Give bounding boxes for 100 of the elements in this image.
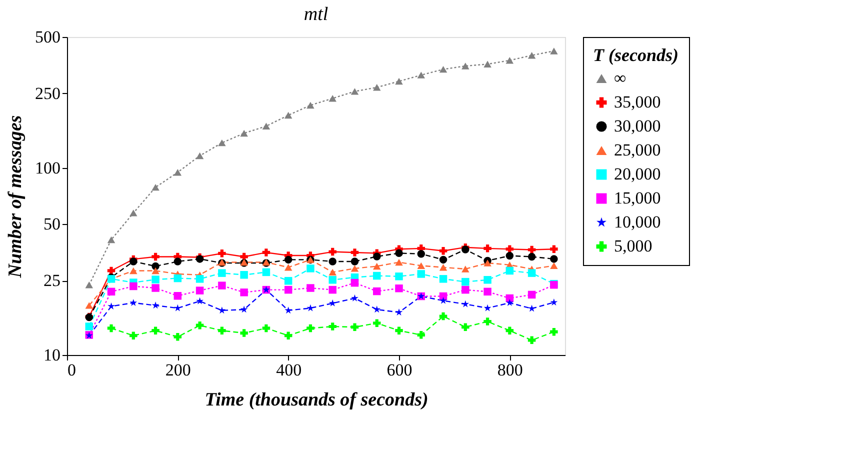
point bbox=[107, 324, 116, 332]
point bbox=[439, 66, 448, 73]
point bbox=[484, 288, 492, 296]
point bbox=[439, 312, 448, 320]
point bbox=[240, 130, 248, 137]
point bbox=[284, 112, 292, 119]
point bbox=[372, 84, 381, 91]
point bbox=[350, 88, 359, 95]
point bbox=[528, 304, 536, 312]
point bbox=[328, 268, 336, 276]
point bbox=[240, 252, 248, 261]
point bbox=[528, 290, 536, 299]
point bbox=[506, 266, 514, 275]
point bbox=[107, 288, 116, 296]
y-tick-label: 50 bbox=[44, 214, 60, 234]
y-tick-label: 10 bbox=[44, 346, 60, 364]
point bbox=[328, 286, 336, 294]
point bbox=[417, 331, 426, 339]
x-tick-label: 600 bbox=[386, 360, 412, 380]
point bbox=[262, 324, 270, 332]
point bbox=[506, 326, 514, 334]
point bbox=[262, 248, 270, 256]
point bbox=[174, 292, 182, 300]
point bbox=[350, 248, 359, 256]
point bbox=[174, 274, 182, 282]
point bbox=[174, 258, 182, 266]
legend-label: 5,000 bbox=[614, 236, 652, 256]
point bbox=[350, 258, 359, 266]
point bbox=[462, 246, 470, 254]
point bbox=[152, 284, 160, 292]
point bbox=[528, 246, 536, 254]
point bbox=[240, 270, 248, 279]
y-tick-label: 25 bbox=[44, 271, 60, 290]
point bbox=[395, 272, 403, 280]
point bbox=[130, 332, 138, 340]
point bbox=[506, 252, 514, 260]
point bbox=[439, 247, 448, 255]
point bbox=[395, 326, 403, 334]
point bbox=[196, 297, 204, 304]
point bbox=[284, 276, 292, 285]
point bbox=[196, 275, 204, 283]
point bbox=[417, 270, 426, 278]
point bbox=[328, 95, 336, 102]
point bbox=[130, 282, 138, 290]
point bbox=[174, 304, 182, 312]
legend-label: 25,000 bbox=[614, 140, 661, 160]
point bbox=[284, 256, 292, 264]
point bbox=[417, 250, 426, 258]
y-tick-label: 500 bbox=[35, 28, 60, 46]
point bbox=[328, 322, 336, 330]
point bbox=[395, 249, 403, 258]
point bbox=[528, 336, 536, 344]
point bbox=[240, 288, 248, 296]
point bbox=[550, 255, 558, 263]
point bbox=[439, 256, 448, 264]
point bbox=[417, 72, 426, 78]
point bbox=[196, 152, 204, 160]
point bbox=[328, 276, 336, 284]
point bbox=[528, 252, 536, 261]
point bbox=[484, 276, 492, 284]
legend-title: T (seconds) bbox=[593, 45, 678, 65]
point bbox=[152, 252, 160, 261]
point bbox=[152, 276, 160, 284]
legend-label: 10,000 bbox=[614, 212, 661, 232]
x-tick-label: 800 bbox=[497, 360, 523, 380]
legend-label: 35,000 bbox=[614, 92, 661, 112]
point bbox=[462, 300, 470, 308]
point bbox=[550, 328, 558, 336]
point bbox=[306, 102, 314, 109]
point bbox=[395, 308, 403, 316]
point bbox=[462, 278, 470, 286]
point bbox=[528, 269, 536, 277]
point bbox=[328, 258, 336, 266]
point bbox=[306, 284, 314, 292]
point bbox=[417, 262, 426, 270]
point bbox=[462, 62, 470, 70]
point bbox=[306, 304, 314, 312]
point bbox=[395, 258, 403, 266]
point bbox=[152, 184, 160, 191]
x-tick-label: 200 bbox=[165, 360, 191, 380]
point bbox=[462, 323, 470, 331]
point bbox=[262, 122, 270, 130]
point bbox=[484, 318, 492, 326]
point bbox=[350, 278, 359, 287]
point bbox=[284, 286, 292, 294]
point bbox=[240, 329, 248, 337]
chart-title: mtl bbox=[304, 4, 328, 25]
y-tick-label: 100 bbox=[35, 158, 60, 178]
point bbox=[484, 260, 492, 266]
point bbox=[439, 275, 448, 283]
point bbox=[218, 250, 226, 258]
point bbox=[85, 282, 94, 288]
point bbox=[462, 266, 470, 272]
point bbox=[306, 264, 314, 272]
point bbox=[372, 262, 381, 270]
point bbox=[218, 139, 226, 146]
point bbox=[328, 299, 336, 306]
point bbox=[351, 294, 358, 302]
point bbox=[218, 282, 226, 290]
point bbox=[240, 306, 248, 313]
